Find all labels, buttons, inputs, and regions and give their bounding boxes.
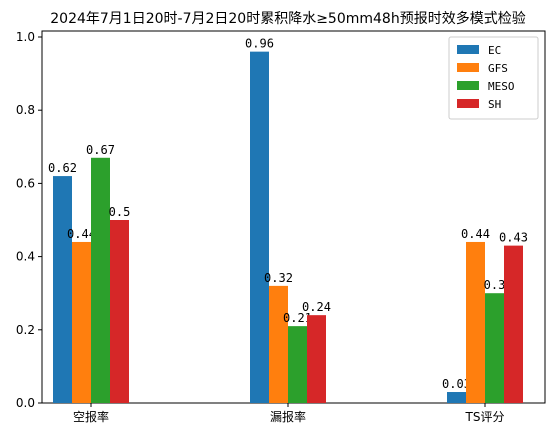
legend-label-meso: MESO bbox=[488, 80, 515, 93]
bar-meso bbox=[485, 293, 504, 403]
data-label: 0.24 bbox=[302, 300, 331, 314]
y-tick-label: 0.0 bbox=[16, 396, 35, 410]
legend-swatch-gfs bbox=[457, 63, 479, 72]
y-tick-label: 0.8 bbox=[16, 103, 35, 117]
x-tick-label: TS评分 bbox=[465, 410, 505, 424]
y-tick-label: 1.0 bbox=[16, 30, 35, 44]
bar-ec bbox=[250, 51, 269, 403]
data-label: 0.96 bbox=[245, 37, 274, 51]
bar-ec bbox=[53, 176, 72, 403]
bar-gfs bbox=[269, 285, 288, 403]
data-label: 0.03 bbox=[442, 377, 471, 391]
chart-title: 2024年7月1日20时-7月2日20时累积降水≥50mm48h预报时效多模式检… bbox=[50, 10, 525, 27]
y-tick-label: 0.2 bbox=[16, 323, 35, 337]
data-label: 0.44 bbox=[67, 227, 96, 241]
x-tick-label: 空报率 bbox=[73, 409, 109, 424]
y-tick-label: 0.4 bbox=[16, 250, 35, 264]
legend-swatch-ec bbox=[457, 45, 479, 54]
legend-label-ec: EC bbox=[488, 44, 501, 57]
data-label: 0.67 bbox=[86, 143, 115, 157]
bar-ec bbox=[447, 392, 466, 403]
bar-sh bbox=[504, 245, 523, 403]
plot-area: 0.0 0.2 0.4 0.6 0.8 1.0 空报率 0.62 0.44 0.67 0.5 漏报率 0… bbox=[16, 30, 546, 424]
data-label: 0.43 bbox=[499, 231, 528, 245]
data-label: 0.3 bbox=[484, 278, 506, 292]
data-label: 0.32 bbox=[264, 271, 293, 285]
legend-label-gfs: GFS bbox=[488, 62, 508, 75]
legend-swatch-meso bbox=[457, 81, 479, 90]
y-tick-label: 0.6 bbox=[16, 176, 35, 190]
bar-meso bbox=[288, 326, 307, 403]
legend-box bbox=[448, 36, 539, 120]
legend-swatch-sh bbox=[457, 99, 479, 108]
data-label: 0.62 bbox=[48, 161, 77, 175]
legend-label-sh: SH bbox=[488, 98, 501, 111]
data-label: 0.5 bbox=[109, 205, 131, 219]
bar-meso bbox=[91, 157, 110, 403]
bar-sh bbox=[110, 220, 129, 403]
bar-gfs bbox=[466, 241, 485, 403]
data-label: 0.21 bbox=[283, 311, 312, 325]
data-label: 0.44 bbox=[461, 227, 490, 241]
x-tick-label: 漏报率 bbox=[270, 409, 306, 424]
bar-sh bbox=[307, 315, 326, 403]
bar-gfs bbox=[72, 241, 91, 403]
